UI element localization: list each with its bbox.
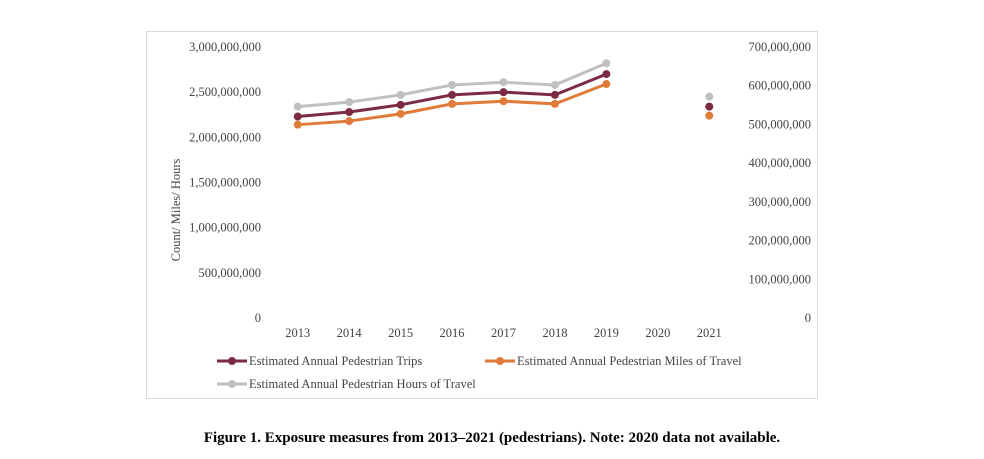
- x-tick-label: 2018: [542, 326, 567, 340]
- x-tick-label: 2015: [388, 326, 413, 340]
- y-right-tick-label: 400,000,000: [749, 156, 812, 170]
- series-layer: [293, 59, 714, 129]
- y-right-tick-label: 600,000,000: [749, 79, 812, 93]
- data-point: [550, 80, 559, 89]
- data-point: [550, 90, 559, 99]
- line-chart: Count/ Miles/ Hours 0 500,000,000 1,000,00…: [169, 40, 812, 391]
- data-point: [705, 111, 714, 120]
- chart-frame: Count/ Miles/ Hours 0 500,000,000 1,000,00…: [146, 31, 818, 399]
- data-point: [550, 99, 559, 108]
- legend-swatch-marker: [496, 357, 504, 365]
- data-point: [293, 112, 302, 121]
- y-right-tick-label: 200,000,000: [749, 234, 812, 248]
- x-tick-label: 2019: [594, 326, 619, 340]
- data-point: [448, 80, 457, 89]
- legend-swatch-marker: [228, 380, 236, 388]
- y-axis-label: Count/ Miles/ Hours: [169, 158, 183, 261]
- data-point: [602, 59, 611, 68]
- x-tick-label: 2021: [697, 326, 722, 340]
- x-tick-label: 2016: [440, 326, 465, 340]
- data-point: [345, 117, 354, 126]
- legend-swatch-marker: [228, 357, 236, 365]
- data-point: [499, 78, 508, 87]
- data-point: [293, 102, 302, 111]
- y-left-tick-label: 3,000,000,000: [189, 40, 261, 54]
- data-point: [448, 99, 457, 108]
- y-axis-left-ticks: 0 500,000,000 1,000,000,000 1,500,000,000 2,…: [189, 40, 261, 325]
- data-point: [293, 120, 302, 129]
- data-point: [705, 102, 714, 111]
- figure-caption: Figure 1. Exposure measures from 2013–20…: [203, 430, 781, 446]
- data-point: [705, 92, 714, 101]
- y-axis-right-ticks: 0 100,000,000 200,000,000 300,000,000 400,00…: [749, 40, 812, 325]
- data-point: [345, 108, 354, 117]
- data-point: [396, 100, 405, 109]
- y-right-tick-label: 0: [805, 311, 811, 325]
- x-axis-ticks: 2013 2014 2015 2016 2017 2018 2019 2020 2021: [285, 326, 722, 340]
- legend-label: Estimated Annual Pedestrian Trips: [249, 354, 422, 368]
- data-point: [345, 98, 354, 107]
- y-left-tick-label: 2,500,000,000: [189, 85, 261, 99]
- legend: Estimated Annual Pedestrian Trips Estimat…: [217, 354, 742, 391]
- y-right-tick-label: 100,000,000: [749, 272, 812, 286]
- y-right-tick-label: 300,000,000: [749, 195, 812, 209]
- data-point: [396, 90, 405, 99]
- data-point: [448, 90, 457, 99]
- y-left-tick-label: 500,000,000: [199, 266, 262, 280]
- legend-label: Estimated Annual Pedestrian Miles of Tra…: [517, 354, 742, 368]
- y-left-tick-label: 1,500,000,000: [189, 176, 261, 190]
- x-tick-label: 2017: [491, 326, 516, 340]
- y-right-tick-label: 500,000,000: [749, 117, 812, 131]
- y-left-tick-label: 1,000,000,000: [189, 221, 261, 235]
- data-point: [499, 88, 508, 97]
- data-point: [499, 97, 508, 106]
- legend-label: Estimated Annual Pedestrian Hours of Tra…: [249, 377, 476, 391]
- data-point: [602, 70, 611, 79]
- y-left-tick-label: 0: [255, 311, 261, 325]
- data-point: [396, 109, 405, 118]
- data-point: [602, 80, 611, 89]
- x-tick-label: 2014: [337, 326, 363, 340]
- x-tick-label: 2020: [645, 326, 670, 340]
- y-right-tick-label: 700,000,000: [749, 40, 812, 54]
- x-tick-label: 2013: [285, 326, 310, 340]
- y-left-tick-label: 2,000,000,000: [189, 130, 261, 144]
